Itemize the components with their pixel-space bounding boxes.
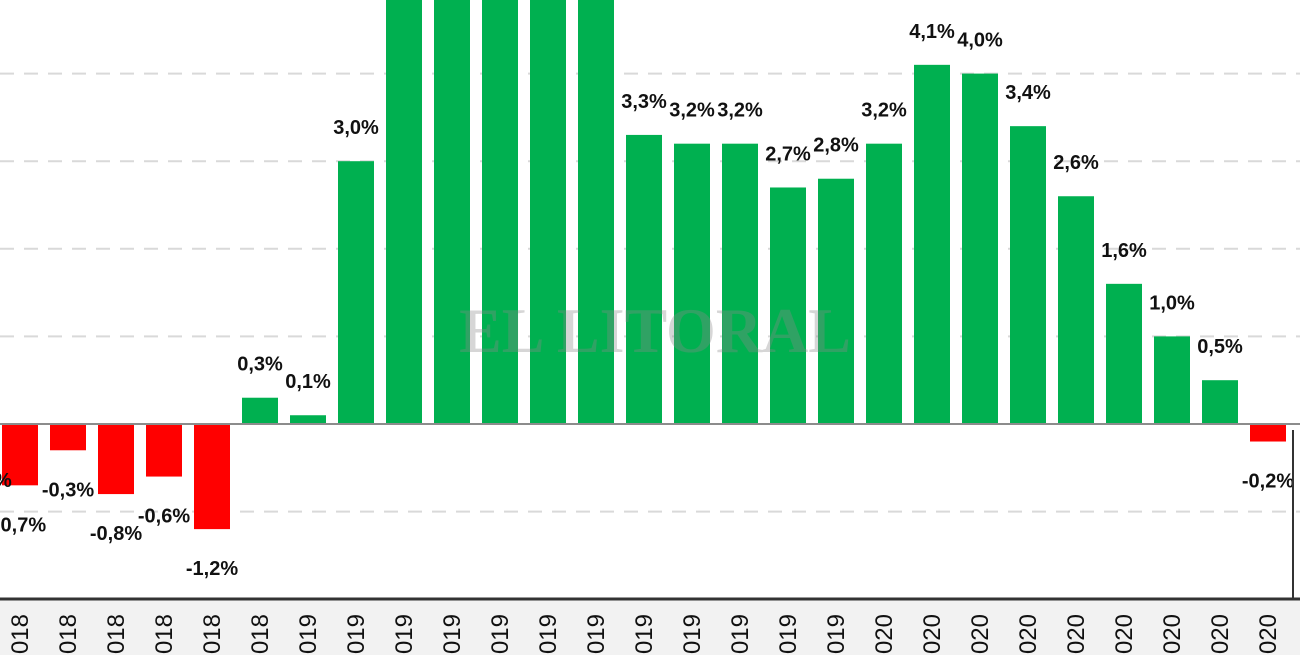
data-label: 3,2% <box>717 100 763 122</box>
data-label: -0,6% <box>138 506 190 528</box>
data-label: -0,2% <box>1242 471 1294 493</box>
bar <box>578 0 614 425</box>
bar <box>338 161 374 424</box>
x-tick-label: 2018 <box>103 614 130 655</box>
x-tick-label: 2019 <box>391 614 418 655</box>
x-tick-label: 2020 <box>1111 614 1138 655</box>
bar <box>1010 126 1046 424</box>
data-label: 3,0% <box>333 117 379 139</box>
bar <box>1250 424 1286 442</box>
x-tick-label: 2019 <box>775 614 802 655</box>
x-tick-label: 2019 <box>823 614 850 655</box>
data-label: 0,1% <box>285 371 331 393</box>
bar <box>242 397 278 424</box>
data-label: 2,8% <box>813 135 859 157</box>
x-tick-label: 2018 <box>151 614 178 655</box>
bar <box>2 424 38 486</box>
bar <box>482 0 518 425</box>
data-label: 3,2% <box>861 100 907 122</box>
x-tick-label: 2020 <box>967 614 994 655</box>
bar <box>146 424 182 477</box>
bar <box>194 424 230 530</box>
data-label: 1,6% <box>1101 240 1147 262</box>
data-label: 0,3% <box>237 354 283 376</box>
x-tick-label: 2018 <box>55 614 82 655</box>
bar <box>962 73 998 424</box>
x-tick-label: 2020 <box>1159 614 1186 655</box>
watermark: EL LITORAL <box>459 295 851 366</box>
data-label: 3,2% <box>669 100 715 122</box>
data-label: 2,6% <box>1053 152 1099 174</box>
data-label: 3,4% <box>1005 82 1051 104</box>
bar <box>722 143 758 424</box>
data-label: 1,0% <box>1149 292 1195 314</box>
data-labels: -0,7% -0,3% -0,8%-0,6% -1,2% 0,3%0,1% 3,0% 3,3… <box>0 21 1294 580</box>
bar <box>1058 196 1094 424</box>
x-tick-label: 2018 <box>247 614 274 655</box>
bar <box>1106 283 1142 424</box>
clipped-data-label: % <box>0 470 12 492</box>
data-label: 0,5% <box>1197 336 1243 358</box>
x-tick-label: 2020 <box>1063 614 1090 655</box>
x-tick-label: 2020 <box>1255 614 1282 655</box>
bar <box>626 134 662 425</box>
x-tick-label: 2019 <box>679 614 706 655</box>
x-tick-labels: 2018 2018 2018 2018 2018 2018 2019 2019 2019 2019… <box>7 614 1282 655</box>
x-tick-label: 2020 <box>871 614 898 655</box>
x-tick-label: 2019 <box>439 614 466 655</box>
data-label: 3,3% <box>621 91 667 113</box>
bar <box>818 178 854 424</box>
bar <box>866 143 902 424</box>
bar <box>290 415 326 424</box>
data-label: -0,3% <box>42 479 94 501</box>
x-tick-label: 2020 <box>919 614 946 655</box>
bar <box>50 424 86 451</box>
bar <box>674 143 710 424</box>
x-tick-label: 2019 <box>295 614 322 655</box>
x-tick-label: 2019 <box>583 614 610 655</box>
data-label: 4,0% <box>957 30 1003 52</box>
bar <box>98 424 134 495</box>
bar <box>770 187 806 424</box>
bar <box>386 0 422 425</box>
data-label: -0,8% <box>90 523 142 545</box>
bar <box>1202 380 1238 424</box>
bar <box>434 0 470 425</box>
bar <box>530 0 566 425</box>
bar <box>914 64 950 424</box>
bar <box>1154 336 1190 424</box>
x-tick-label: 2019 <box>727 614 754 655</box>
x-axis-band <box>0 599 1300 655</box>
x-tick-label: 2018 <box>199 614 226 655</box>
x-tick-label: 2019 <box>631 614 658 655</box>
data-label: -1,2% <box>186 558 238 580</box>
data-label: -0,7% <box>0 514 46 536</box>
x-tick-label: 2019 <box>487 614 514 655</box>
x-tick-label: 2020 <box>1207 614 1234 655</box>
x-tick-label: 2020 <box>1015 614 1042 655</box>
bars <box>2 0 1286 530</box>
x-tick-label: 2019 <box>535 614 562 655</box>
data-label: 2,7% <box>765 143 811 165</box>
x-tick-label: 2018 <box>7 614 34 655</box>
x-tick-label: 2019 <box>343 614 370 655</box>
data-label: 4,1% <box>909 21 955 43</box>
